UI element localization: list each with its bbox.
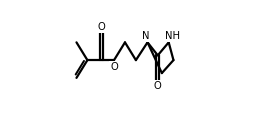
Text: N: N — [143, 31, 150, 41]
Text: O: O — [154, 81, 162, 91]
Text: O: O — [98, 22, 106, 32]
Text: NH: NH — [165, 31, 179, 41]
Text: O: O — [110, 62, 118, 72]
